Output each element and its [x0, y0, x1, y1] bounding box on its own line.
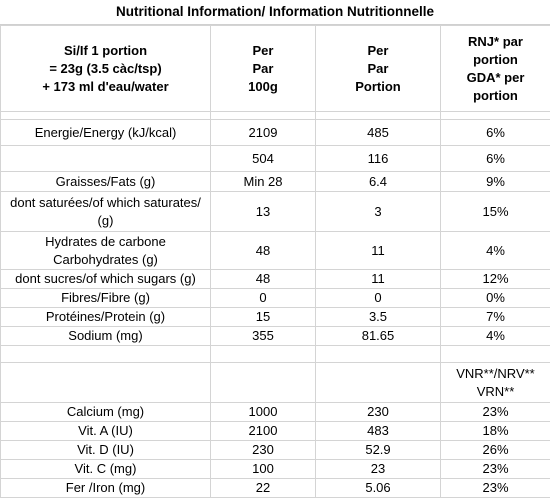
- row-portion: 81.65: [316, 327, 441, 346]
- header-portion-info: Si/If 1 portion = 23g (3.5 càc/tsp) + 17…: [1, 26, 211, 112]
- header-portion-col-line: Portion: [318, 78, 438, 96]
- row-per100: 48: [211, 270, 316, 289]
- vitamin-pct: 18%: [441, 422, 550, 441]
- vitamin-per100: 100: [211, 460, 316, 479]
- row-portion: 116: [316, 146, 441, 172]
- vitamin-label: Vit. A (IU): [1, 422, 211, 441]
- row-portion: 3.5: [316, 308, 441, 327]
- vitamin-per100: 230: [211, 441, 316, 460]
- header-per100-line: 100g: [213, 78, 313, 96]
- row-label: dont sucres/of which sugars (g): [1, 270, 211, 289]
- vitamin-portion: 230: [316, 403, 441, 422]
- row-pct: 0%: [441, 289, 550, 308]
- header-portion-line: = 23g (3.5 càc/tsp): [3, 60, 208, 78]
- row-pct: 6%: [441, 120, 550, 146]
- row-per100: Min 28: [211, 172, 316, 192]
- vitamin-pct: 23%: [441, 460, 550, 479]
- header-portion-line: + 173 ml d'eau/water: [3, 78, 208, 96]
- table-row: dont sucres/of which sugars (g) 48 11 12…: [1, 270, 550, 289]
- row-per100: 355: [211, 327, 316, 346]
- row-per100: 15: [211, 308, 316, 327]
- header-gda-line: portion: [443, 87, 548, 105]
- row-portion: 0: [316, 289, 441, 308]
- header-gda-line: portion: [443, 51, 548, 69]
- table-title: Nutritional Information/ Information Nut…: [0, 0, 550, 25]
- vitamin-label: Fer /Iron (mg): [1, 479, 211, 498]
- vitamin-pct: 23%: [441, 479, 550, 498]
- vnr-header-line: VNR**/NRV**: [443, 365, 548, 383]
- nutrition-table: Si/If 1 portion = 23g (3.5 càc/tsp) + 17…: [0, 25, 550, 498]
- row-label: [1, 146, 211, 172]
- header-per-100g: Per Par 100g: [211, 26, 316, 112]
- vitamin-pct: 23%: [441, 403, 550, 422]
- spacer-row: [1, 346, 550, 363]
- row-label: Sodium (mg): [1, 327, 211, 346]
- header-portion-col-line: Par: [318, 60, 438, 78]
- row-label: Energie/Energy (kJ/kcal): [1, 120, 211, 146]
- table-row: Hydrates de carbone Carbohydrates (g) 48…: [1, 232, 550, 270]
- row-portion: 6.4: [316, 172, 441, 192]
- row-per100: 2109: [211, 120, 316, 146]
- row-label: Graisses/Fats (g): [1, 172, 211, 192]
- row-label: dont saturées/of which saturates/ (g): [1, 192, 211, 232]
- header-per-portion: Per Par Portion: [316, 26, 441, 112]
- vitamin-label: Vit. C (mg): [1, 460, 211, 479]
- row-label: Hydrates de carbone Carbohydrates (g): [1, 232, 211, 270]
- row-pct: 4%: [441, 232, 550, 270]
- row-pct: 9%: [441, 172, 550, 192]
- vitamin-label: Vit. D (IU): [1, 441, 211, 460]
- row-pct: 12%: [441, 270, 550, 289]
- table-row: Vit. D (IU) 230 52.9 26%: [1, 441, 550, 460]
- table-row: Vit. C (mg) 100 23 23%: [1, 460, 550, 479]
- row-portion: 11: [316, 270, 441, 289]
- header-per100-line: Par: [213, 60, 313, 78]
- spacer-row: [1, 112, 550, 120]
- vitamin-portion: 483: [316, 422, 441, 441]
- vitamin-portion: 52.9: [316, 441, 441, 460]
- row-portion: 11: [316, 232, 441, 270]
- header-portion-col-line: Per: [318, 42, 438, 60]
- header-gda: RNJ* par portion GDA* per portion: [441, 26, 550, 112]
- vitamin-portion: 23: [316, 460, 441, 479]
- vitamin-per100: 2100: [211, 422, 316, 441]
- table-row: Fibres/Fibre (g) 0 0 0%: [1, 289, 550, 308]
- row-pct: 6%: [441, 146, 550, 172]
- row-pct: 7%: [441, 308, 550, 327]
- vnr-header: VNR**/NRV** VRN**: [441, 363, 550, 403]
- table-row: Graisses/Fats (g) Min 28 6.4 9%: [1, 172, 550, 192]
- row-pct: 4%: [441, 327, 550, 346]
- row-label: Protéines/Protein (g): [1, 308, 211, 327]
- row-per100: 13: [211, 192, 316, 232]
- vnr-header-line: VRN**: [443, 383, 548, 401]
- vitamin-per100: 22: [211, 479, 316, 498]
- table-row: Energie/Energy (kJ/kcal) 2109 485 6%: [1, 120, 550, 146]
- header-gda-line: GDA* per: [443, 69, 548, 87]
- header-gda-line: RNJ* par: [443, 33, 548, 51]
- vitamin-pct: 26%: [441, 441, 550, 460]
- row-per100: 0: [211, 289, 316, 308]
- vitamin-label: Calcium (mg): [1, 403, 211, 422]
- row-per100: 504: [211, 146, 316, 172]
- vnr-header-row: VNR**/NRV** VRN**: [1, 363, 550, 403]
- row-pct: 15%: [441, 192, 550, 232]
- table-row: 504 116 6%: [1, 146, 550, 172]
- header-row: Si/If 1 portion = 23g (3.5 càc/tsp) + 17…: [1, 26, 550, 112]
- row-portion: 485: [316, 120, 441, 146]
- row-per100: 48: [211, 232, 316, 270]
- table-row: Sodium (mg) 355 81.65 4%: [1, 327, 550, 346]
- header-portion-line: Si/If 1 portion: [3, 42, 208, 60]
- table-row: dont saturées/of which saturates/ (g) 13…: [1, 192, 550, 232]
- table-row: Protéines/Protein (g) 15 3.5 7%: [1, 308, 550, 327]
- table-row: Vit. A (IU) 2100 483 18%: [1, 422, 550, 441]
- table-row: Calcium (mg) 1000 230 23%: [1, 403, 550, 422]
- vitamin-portion: 5.06: [316, 479, 441, 498]
- header-per100-line: Per: [213, 42, 313, 60]
- table-row: Fer /Iron (mg) 22 5.06 23%: [1, 479, 550, 498]
- row-portion: 3: [316, 192, 441, 232]
- row-label: Fibres/Fibre (g): [1, 289, 211, 308]
- vitamin-per100: 1000: [211, 403, 316, 422]
